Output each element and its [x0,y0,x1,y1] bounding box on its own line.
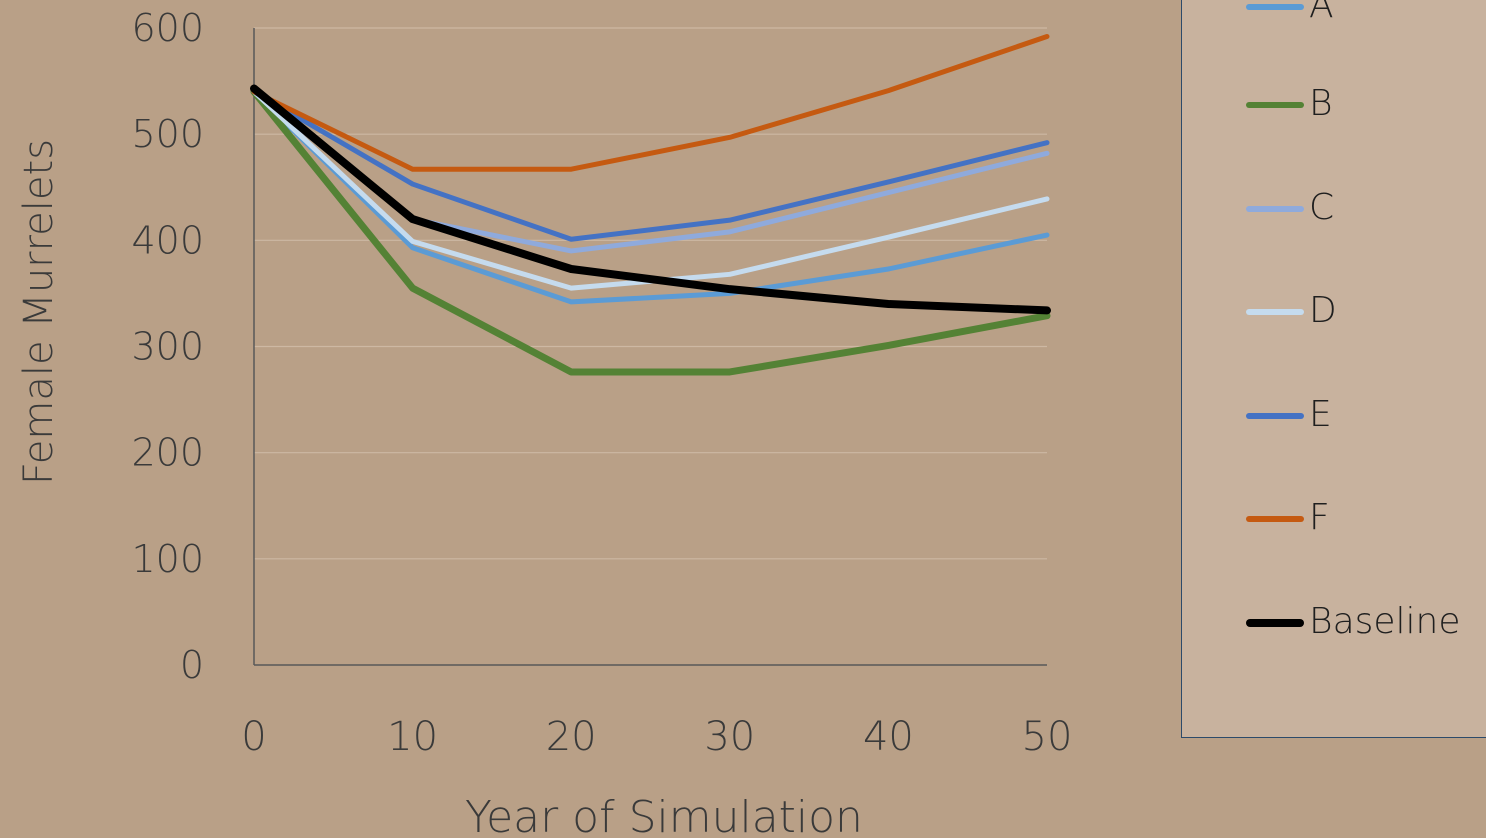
legend-label: Baseline [1309,601,1461,642]
y-tick-label: 100 [131,537,204,581]
legend-swatch [1246,4,1304,10]
legend-swatch [1246,413,1304,419]
series-line-b [250,88,1051,376]
legend-swatch [1246,619,1304,627]
legend-label: A [1309,0,1334,26]
y-axis-title: Female Murrelets [16,139,62,485]
x-tick-label: 20 [546,714,597,760]
y-tick-label: 200 [131,431,204,475]
y-tick-label: 400 [131,218,204,262]
legend-item-e: E [1182,395,1482,435]
x-tick-label: 40 [863,714,914,760]
legend-label: F [1309,497,1330,538]
x-tick-label: 10 [387,714,438,760]
legend-item-b: B [1182,84,1482,124]
series-line-f [251,33,1050,172]
y-tick-label: 600 [131,6,204,50]
x-tick-label: 50 [1022,714,1073,760]
legend-label: E [1309,394,1332,435]
x-tick-label: 0 [241,714,266,760]
legend-item-a: A [1182,0,1482,26]
legend-label: C [1309,187,1335,228]
y-tick-labels: 0 100 200 300 400 500 600 [131,6,204,687]
legend-swatch [1246,206,1304,212]
x-tick-labels: 0 10 20 30 40 50 [241,714,1072,760]
legend-item-f: F [1182,498,1482,538]
gridlines [254,27,1047,560]
legend-label: D [1309,290,1337,331]
legend-label: B [1309,83,1333,124]
y-tick-label: 0 [180,643,204,687]
y-tick-label: 300 [131,325,204,369]
legend-item-c: C [1182,188,1482,228]
legend: A B C D E F Baseline [1181,0,1486,738]
legend-item-baseline: Baseline [1182,602,1482,642]
legend-swatch [1246,102,1304,108]
legend-item-d: D [1182,291,1482,331]
y-tick-label: 500 [131,112,204,156]
series-line-baseline [250,84,1051,315]
legend-swatch [1246,309,1304,315]
legend-swatch [1246,516,1304,522]
x-axis-title: Year of Simulation [465,792,863,838]
series-line-a [251,89,1050,305]
x-tick-label: 30 [704,714,755,760]
series-lines [250,33,1051,376]
series-line-e [251,89,1050,242]
